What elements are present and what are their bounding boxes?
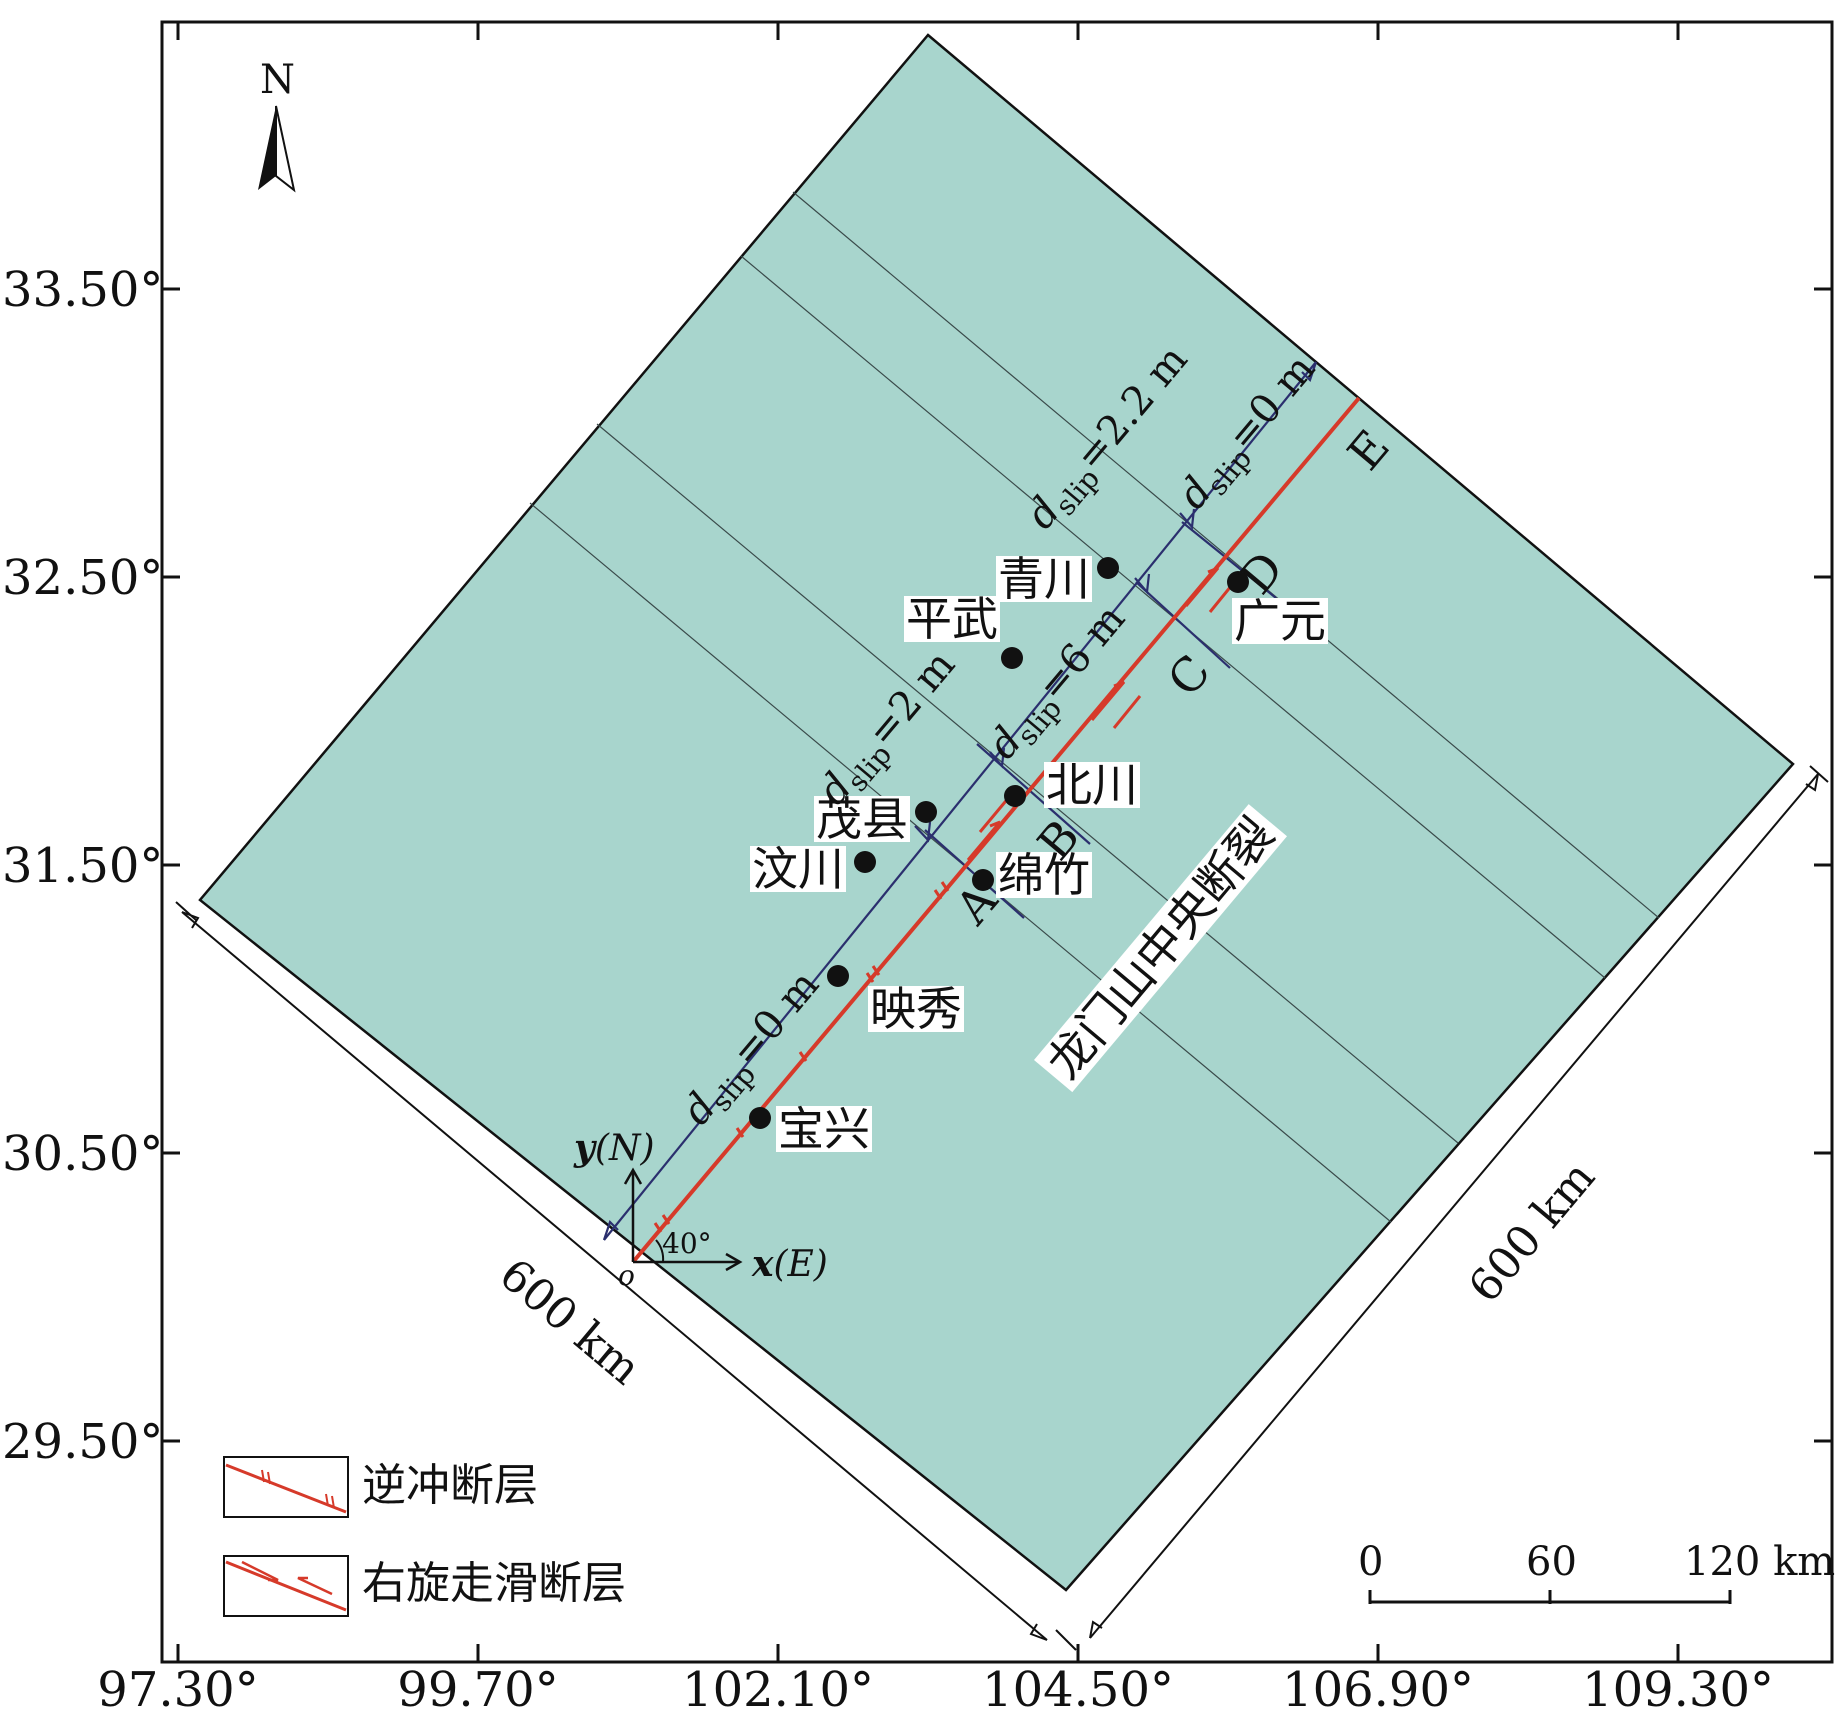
right-lateral-strike-slip-fault-icon [225, 1560, 347, 1612]
city-label-qingchuan: 青川 [996, 552, 1092, 606]
y-tick: 32.50° [2, 550, 164, 606]
city-dots [749, 557, 1249, 1129]
city-label-guangyuan: 广元 [1232, 594, 1328, 648]
coord-y-label: y(N) [574, 1127, 655, 1169]
baoxing-dot [749, 1107, 771, 1129]
legend-icons [223, 1456, 349, 1617]
qingchuan-dot [1097, 557, 1119, 579]
coord-angle-label: 40° [662, 1227, 712, 1260]
y-tick: 29.50° [2, 1414, 164, 1470]
y-tick: 31.50° [2, 838, 164, 894]
coord-x-label: x(E) [752, 1243, 828, 1285]
north-label: N [260, 57, 295, 103]
city-label-wenchuan: 汶川 [750, 842, 846, 896]
scale-bar [1368, 1590, 1732, 1604]
x-tick: 97.30° [97, 1662, 259, 1718]
yingxiu-dot [827, 965, 849, 987]
north-arrow-icon [258, 105, 296, 193]
x-tick: 102.10° [682, 1662, 874, 1718]
city-label-pingwu: 平武 [904, 592, 1000, 646]
thrust-fault-icon [225, 1463, 347, 1514]
x-tick: 99.70° [397, 1662, 559, 1718]
legend-label-thrust: 逆冲断层 [362, 1460, 538, 1511]
scale-label-120: 120 km [1684, 1539, 1836, 1585]
maoxian-dot [915, 801, 937, 823]
y-tick: 33.50° [2, 262, 164, 318]
dimension-lines [175, 765, 1829, 1651]
city-label-baoxing: 宝兴 [776, 1102, 872, 1156]
local-coordinate-axes [623, 1167, 743, 1272]
city-label-maoxian: 茂县 [814, 792, 910, 846]
profile-lines [602, 361, 1318, 1241]
guangyuan-dot [1227, 571, 1249, 593]
wenchuan-dot [854, 851, 876, 873]
x-tick: 104.50° [982, 1662, 1174, 1718]
legend-label-strike-slip: 右旋走滑断层 [362, 1558, 626, 1609]
y-tick: 30.50° [2, 1126, 164, 1182]
city-label-yingxiu: 映秀 [868, 982, 964, 1036]
coord-origin-label: o [618, 1259, 635, 1292]
x-tick: 109.30° [1582, 1662, 1774, 1718]
city-label-beichuan: 北川 [1044, 758, 1140, 812]
beichuan-dot [1004, 785, 1026, 807]
mianzhu-dot [972, 869, 994, 891]
pingwu-dot [1001, 647, 1023, 669]
x-tick: 106.90° [1282, 1662, 1474, 1718]
scale-label-0: 0 [1358, 1539, 1384, 1585]
axis-ticks [162, 22, 1832, 1662]
map-frame [160, 20, 1834, 1664]
city-label-mianzhu: 绵竹 [996, 848, 1092, 902]
scale-label-60: 60 [1526, 1539, 1577, 1585]
